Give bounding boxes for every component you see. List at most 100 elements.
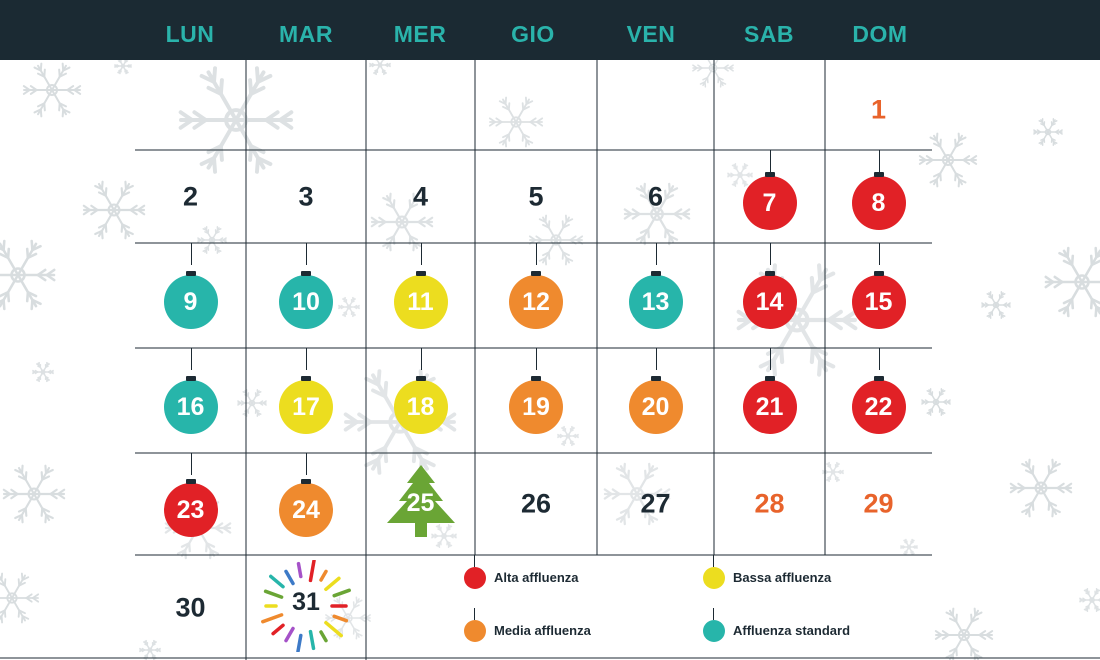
day-cell-20: 20 (597, 348, 714, 453)
weekday-lun: LUN (165, 21, 215, 47)
day-cell-21: 21 (714, 348, 825, 453)
legend-dot-icon (464, 620, 486, 642)
day-number: 29 (863, 488, 894, 519)
ornament-ball-bassa: 18 (393, 375, 448, 434)
snowflake-icon (1009, 458, 1073, 518)
legend-dot-icon (703, 620, 725, 642)
day-number: 27 (640, 488, 671, 519)
legend-label: Media affluenza (494, 623, 591, 638)
snowflake-icon (623, 182, 691, 246)
ornament-ball-media: 19 (509, 375, 563, 434)
snowflake-icon (727, 162, 753, 188)
ornament-string (878, 150, 880, 172)
day-number: 31 (292, 587, 320, 616)
day-cell-16: 16 (135, 348, 246, 453)
weekday-ven: VEN (626, 21, 676, 47)
day-cell-22: 22 (825, 348, 932, 453)
ornament-string (536, 243, 537, 265)
ornament-ball-bassa: 11 (393, 270, 448, 329)
legend-label: Alta affluenza (494, 570, 579, 585)
ornament-string (655, 348, 657, 370)
day-number: 1 (870, 94, 887, 124)
weekday-gio: GIO (511, 21, 555, 47)
day-cell-28: 28 (714, 453, 825, 555)
ornament-string (420, 348, 422, 370)
snowflake-icon (32, 361, 54, 383)
day-number: 3 (298, 181, 314, 211)
snowflake-icon (488, 96, 544, 148)
snowflake-icon (431, 523, 457, 549)
ornament-string (878, 348, 880, 370)
day-cell-4: 4 (366, 150, 475, 243)
day-number: 6 (647, 181, 664, 211)
day-cell-23: 23 (135, 453, 246, 555)
day-cell-19: 19 (475, 348, 597, 453)
ornament-ball-alta: 7 (742, 171, 797, 230)
ornament-ball-standard: 9 (163, 270, 218, 329)
ornament-string (190, 243, 192, 265)
weekday-mar: MAR (279, 21, 333, 47)
snowflake-icon (369, 60, 391, 76)
snowflake-icon (557, 425, 579, 447)
ornament-ball-bassa: 17 (279, 375, 333, 434)
day-cell-24: 24 (246, 453, 366, 555)
ornament-string (306, 348, 307, 370)
ornament-string (769, 348, 771, 370)
day-cell-7: 7 (714, 150, 825, 243)
snowflake-icon (918, 132, 978, 188)
day-cell-30: 30 (135, 555, 246, 660)
ornament-string (190, 453, 192, 475)
ornament-ball-alta: 14 (742, 270, 797, 329)
weekday-dom: DOM (852, 21, 908, 47)
ornament-string (306, 243, 307, 265)
day-cell-6: 6 (597, 150, 714, 243)
weekday-mer: MER (393, 21, 447, 47)
snowflake-icon (1033, 118, 1063, 146)
ornament-ball-alta: 8 (851, 171, 906, 230)
snowflake-icon (0, 239, 56, 311)
day-number: 26 (520, 488, 552, 519)
day-cell-29: 29 (825, 453, 932, 555)
ornament-string (655, 243, 657, 265)
legend-dot-icon (703, 567, 725, 589)
day-cell-25: 25 (366, 453, 475, 555)
day-number: 30 (175, 592, 206, 622)
ornament-ball-alta: 22 (851, 375, 906, 434)
weekday-sab: SAB (743, 21, 795, 47)
ornament-ball-alta: 21 (742, 375, 797, 434)
snowflake-icon (178, 66, 294, 174)
snowflake-icon (0, 572, 40, 624)
ornament-string (420, 243, 422, 265)
snowflake-icon (338, 296, 360, 318)
ornament-ball-media: 12 (509, 270, 563, 329)
day-cell-18: 18 (366, 348, 475, 453)
day-cell-26: 26 (475, 453, 597, 555)
ornament-ball-standard: 10 (279, 270, 333, 329)
snowflake-icon (114, 60, 132, 75)
snowflake-icon (325, 596, 371, 640)
ornament-string (769, 150, 771, 172)
legend-string (474, 555, 475, 567)
snowflake-icon (528, 214, 584, 266)
day-cell-27: 27 (597, 453, 714, 555)
day-cell-5: 5 (475, 150, 597, 243)
ornament-string (878, 243, 880, 265)
christmas-tree-icon: 25 (383, 465, 459, 551)
day-cell-2: 2 (135, 150, 246, 243)
day-cell-10: 10 (246, 243, 366, 348)
day-cell-14: 14 (714, 243, 825, 348)
fireworks-icon: 31 (260, 558, 352, 653)
snowflake-icon (921, 388, 951, 416)
day-number: 5 (528, 181, 544, 211)
snowflake-icon (82, 180, 146, 240)
day-cell-1: 1 (825, 60, 932, 150)
weekday-header: LUN MAR MER GIO VEN SAB DOM (0, 0, 1100, 60)
day-number: 25 (406, 489, 435, 517)
ornament-ball-alta: 15 (851, 270, 906, 329)
ornament-ball-media: 24 (279, 479, 333, 537)
day-number: 28 (754, 488, 785, 519)
snowflake-icon (22, 62, 82, 118)
day-cell-3: 3 (246, 150, 366, 243)
day-cell-15: 15 (825, 243, 932, 348)
